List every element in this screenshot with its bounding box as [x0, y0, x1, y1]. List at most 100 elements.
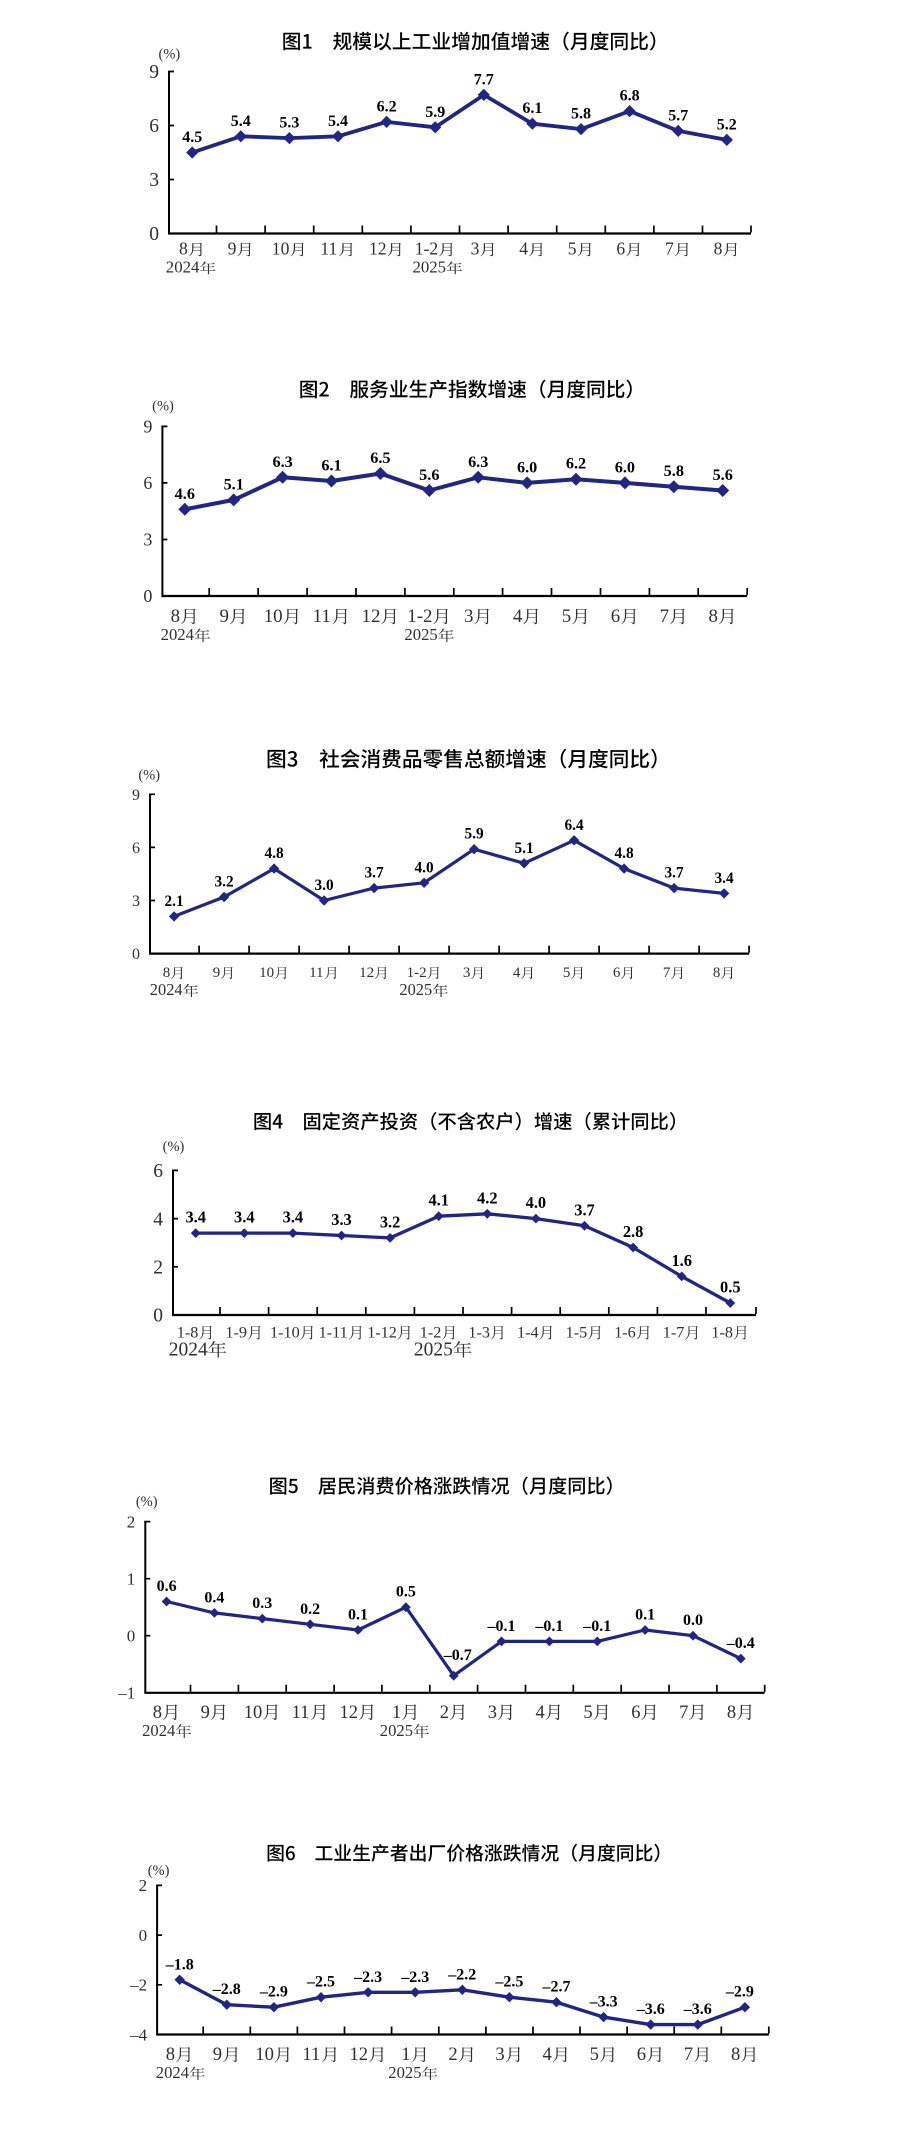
svg-text:4.2: 4.2: [477, 1188, 498, 1207]
svg-text:2: 2: [127, 1512, 136, 1531]
svg-text:6.2: 6.2: [566, 455, 586, 473]
svg-text:–1: –1: [117, 1684, 135, 1703]
svg-text:11: 11: [292, 1703, 310, 1723]
svg-text:3.4: 3.4: [234, 1208, 255, 1227]
svg-text:7.7: 7.7: [474, 71, 494, 88]
svg-text:9: 9: [201, 1703, 210, 1723]
svg-text:5: 5: [562, 606, 571, 627]
svg-text:3.3: 3.3: [331, 1210, 352, 1229]
svg-text:3: 3: [471, 238, 480, 258]
svg-text:3: 3: [463, 965, 471, 981]
svg-text:9: 9: [132, 787, 140, 804]
svg-text:0: 0: [143, 586, 152, 606]
svg-text:8: 8: [179, 238, 188, 258]
svg-text:3.4: 3.4: [283, 1208, 304, 1227]
svg-text:2.8: 2.8: [623, 1222, 644, 1241]
svg-text:1-2: 1-2: [415, 238, 438, 258]
svg-text:1-3: 1-3: [468, 1324, 490, 1342]
svg-text:(%): (%): [136, 1494, 158, 1510]
svg-text:10: 10: [244, 1703, 262, 1723]
svg-text:2025: 2025: [413, 257, 447, 276]
svg-text:6.1: 6.1: [522, 100, 542, 117]
svg-text:12: 12: [359, 965, 374, 981]
svg-text:5.8: 5.8: [664, 462, 684, 480]
svg-text:–0.4: –0.4: [726, 1635, 755, 1652]
svg-text:8: 8: [171, 606, 180, 627]
svg-text:6.5: 6.5: [370, 449, 390, 467]
svg-text:4: 4: [513, 606, 523, 627]
svg-text:–2.5: –2.5: [494, 1974, 523, 1991]
svg-text:1: 1: [127, 1570, 136, 1589]
svg-text:4.5: 4.5: [182, 129, 202, 146]
svg-text:3.0: 3.0: [315, 877, 334, 894]
svg-text:12: 12: [369, 238, 387, 258]
svg-text:9: 9: [213, 965, 221, 981]
svg-text:0.1: 0.1: [635, 1607, 655, 1624]
svg-text:3: 3: [464, 606, 473, 627]
svg-text:(%): (%): [148, 1863, 170, 1879]
svg-text:6.8: 6.8: [620, 88, 640, 105]
svg-text:12: 12: [362, 606, 381, 627]
svg-text:6: 6: [637, 2044, 646, 2065]
svg-text:5.8: 5.8: [571, 106, 591, 123]
svg-text:3: 3: [488, 1703, 497, 1723]
svg-text:10: 10: [255, 2044, 274, 2065]
svg-text:10: 10: [272, 238, 290, 258]
svg-text:0.5: 0.5: [720, 1278, 741, 1297]
svg-text:7: 7: [665, 238, 674, 258]
svg-text:6.0: 6.0: [517, 458, 537, 476]
svg-text:2: 2: [448, 2044, 457, 2065]
svg-text:9: 9: [143, 417, 152, 437]
svg-text:7: 7: [679, 1703, 688, 1723]
svg-text:2: 2: [139, 1876, 148, 1895]
svg-text:0.6: 0.6: [157, 1578, 177, 1595]
svg-text:4.0: 4.0: [526, 1193, 547, 1212]
svg-text:0: 0: [127, 1627, 136, 1646]
svg-text:4: 4: [153, 1209, 163, 1230]
svg-text:0: 0: [149, 224, 159, 245]
svg-text:(%): (%): [159, 46, 181, 62]
svg-text:1-4: 1-4: [517, 1324, 539, 1342]
svg-text:1-8: 1-8: [177, 1324, 199, 1342]
svg-text:(%): (%): [152, 399, 174, 415]
svg-text:2024: 2024: [142, 1721, 176, 1740]
svg-text:3.7: 3.7: [574, 1200, 595, 1219]
svg-text:6: 6: [616, 238, 625, 258]
svg-text:3.7: 3.7: [365, 865, 384, 882]
svg-text:–3.6: –3.6: [636, 2001, 665, 2018]
svg-text:–0.7: –0.7: [443, 1647, 472, 1664]
svg-text:1-5: 1-5: [566, 1324, 588, 1342]
svg-text:–0.1: –0.1: [582, 1618, 611, 1635]
svg-text:6: 6: [613, 965, 621, 981]
svg-text:8: 8: [153, 1703, 162, 1723]
svg-text:6: 6: [631, 1703, 640, 1723]
svg-text:1-2: 1-2: [407, 965, 427, 981]
svg-text:11: 11: [309, 965, 323, 981]
svg-text:4.8: 4.8: [265, 845, 284, 862]
svg-text:6.1: 6.1: [321, 457, 341, 475]
svg-text:2024: 2024: [166, 257, 200, 276]
svg-text:5.6: 5.6: [713, 466, 733, 484]
svg-text:1-12: 1-12: [367, 1324, 397, 1342]
svg-text:10: 10: [259, 965, 274, 981]
svg-text:1: 1: [392, 1703, 401, 1723]
svg-text:8: 8: [713, 965, 721, 981]
svg-text:(%): (%): [163, 1139, 185, 1155]
svg-text:–2.2: –2.2: [447, 1966, 476, 1983]
svg-text:6: 6: [153, 1161, 163, 1182]
svg-text:–0.1: –0.1: [534, 1618, 563, 1635]
svg-text:1-10: 1-10: [270, 1324, 300, 1342]
svg-text:6.0: 6.0: [615, 458, 635, 476]
svg-text:5.2: 5.2: [717, 116, 737, 133]
svg-text:2025: 2025: [380, 1721, 413, 1740]
svg-text:4.8: 4.8: [615, 845, 634, 862]
svg-text:4.1: 4.1: [428, 1191, 449, 1210]
svg-text:1-8: 1-8: [711, 1324, 733, 1342]
svg-text:6: 6: [132, 840, 140, 857]
svg-text:0: 0: [132, 946, 140, 963]
svg-text:–2.3: –2.3: [400, 1969, 429, 1986]
svg-text:0.5: 0.5: [396, 1584, 416, 1601]
svg-text:2: 2: [440, 1703, 449, 1723]
svg-text:11: 11: [302, 2044, 320, 2065]
svg-text:5: 5: [583, 1703, 592, 1723]
